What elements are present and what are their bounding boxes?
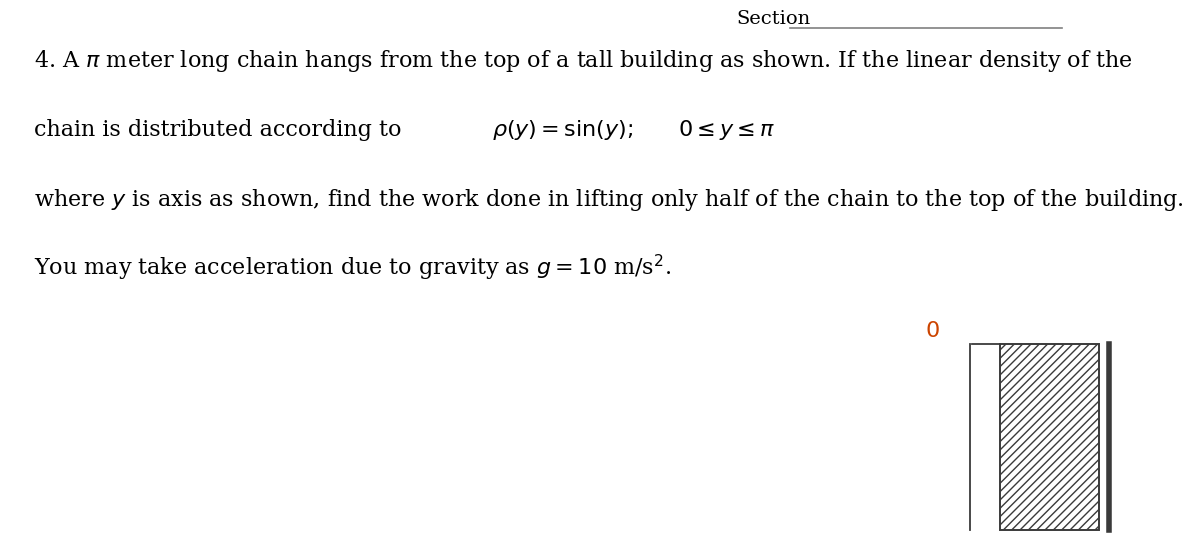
Text: $0 \leq y \leq \pi$: $0 \leq y \leq \pi$ (678, 118, 775, 142)
Text: You may take acceleration due to gravity as $g = 10$ m/s$^2$.: You may take acceleration due to gravity… (34, 253, 671, 283)
Text: $\rho(y) = \sin(y);$: $\rho(y) = \sin(y);$ (492, 118, 634, 142)
Text: where $y$ is axis as shown, find the work done in lifting only half of the chain: where $y$ is axis as shown, find the wor… (34, 186, 1183, 213)
Text: 4. A $\pi$ meter long chain hangs from the top of a tall building as shown. If t: 4. A $\pi$ meter long chain hangs from t… (34, 48, 1133, 74)
Text: $0$: $0$ (925, 320, 940, 342)
Text: chain is distributed according to: chain is distributed according to (34, 119, 401, 141)
Bar (1000, 344, 1099, 530)
Text: Section: Section (737, 10, 811, 28)
